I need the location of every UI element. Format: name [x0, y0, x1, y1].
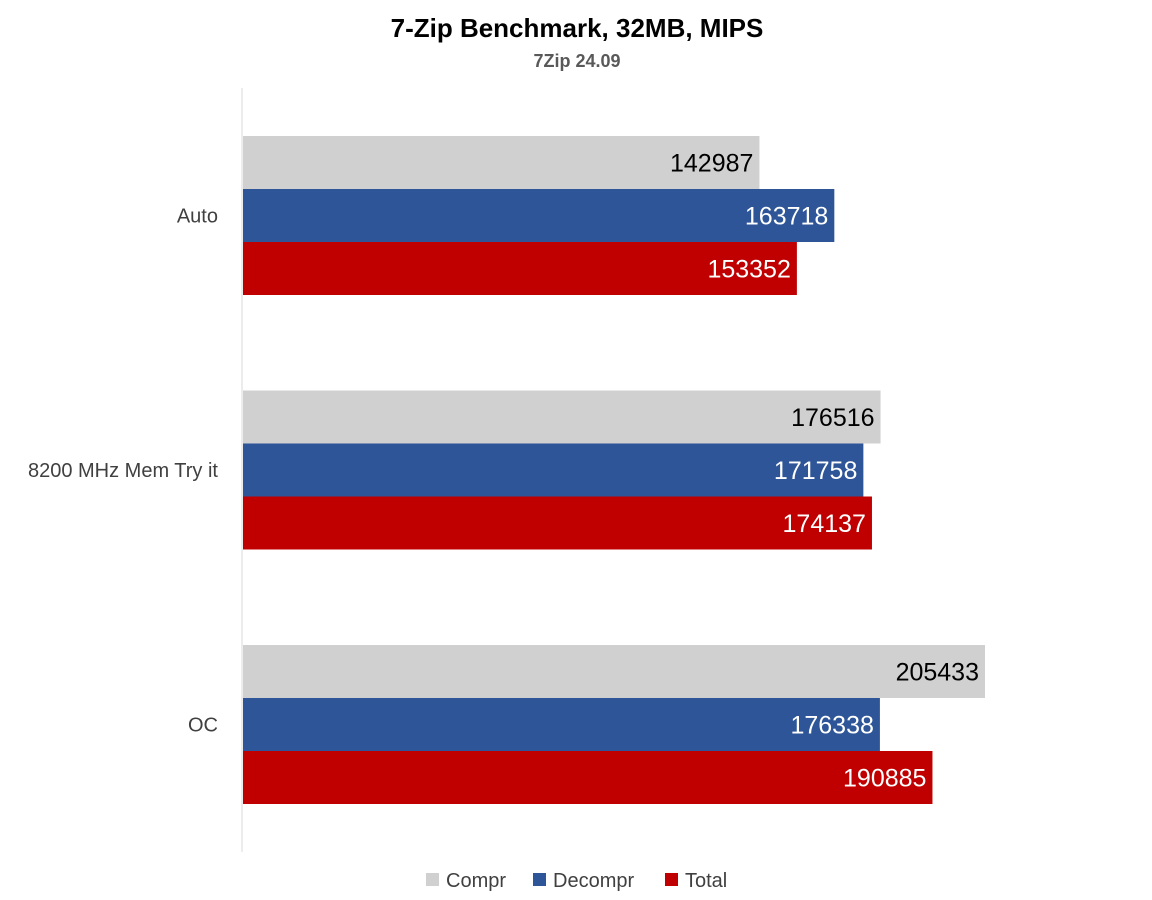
data-label-decompr-auto: 163718	[745, 203, 828, 231]
legend-label-decompr: Decompr	[553, 870, 634, 892]
data-label-total-auto: 153352	[707, 256, 790, 284]
legend-label-total: Total	[685, 870, 727, 892]
category-label-auto: Auto	[177, 206, 218, 228]
bar-compr-8200-mhz-mem-try-it	[243, 390, 881, 444]
bar-compr-oc	[243, 645, 985, 698]
data-label-decompr-oc: 176338	[790, 712, 873, 740]
plot-area: Auto 142987 163718 153352 8200 MHz Mem Try i…	[28, 136, 985, 804]
legend: Compr Decompr Total	[426, 870, 727, 892]
legend-swatch-decompr	[533, 873, 546, 886]
chart-title: 7-Zip Benchmark, 32MB, MIPS	[391, 13, 764, 43]
category-label-8200-mhz-mem-try-it: 8200 MHz Mem Try it	[28, 460, 218, 482]
data-label-total-8200-mhz-mem-try-it: 174137	[783, 510, 866, 538]
legend-swatch-total	[665, 873, 678, 886]
bar-total-oc	[243, 751, 933, 804]
data-label-compr-auto: 142987	[670, 150, 753, 178]
bar-total-8200-mhz-mem-try-it	[243, 496, 872, 550]
data-label-compr-oc: 205433	[896, 659, 979, 687]
bar-decompr-auto	[243, 189, 835, 242]
data-label-total-oc: 190885	[843, 765, 926, 793]
legend-swatch-compr	[426, 873, 439, 886]
bar-decompr-8200-mhz-mem-try-it	[243, 443, 864, 497]
data-label-compr-8200-mhz-mem-try-it: 176516	[791, 404, 874, 432]
bar-decompr-oc	[243, 698, 880, 751]
category-label-oc: OC	[188, 715, 218, 737]
chart-subtitle: 7Zip 24.09	[533, 51, 620, 71]
bar-total-auto	[243, 242, 797, 295]
bar-compr-auto	[243, 136, 760, 189]
legend-label-compr: Compr	[446, 870, 506, 892]
data-label-decompr-8200-mhz-mem-try-it: 171758	[774, 457, 857, 485]
